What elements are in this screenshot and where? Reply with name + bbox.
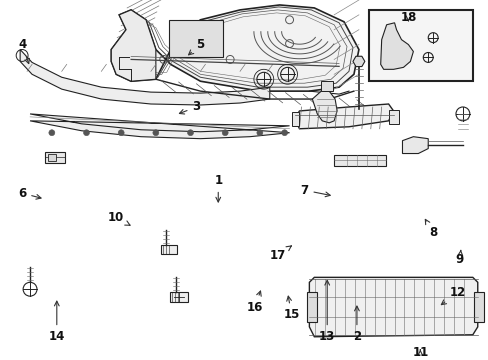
Polygon shape bbox=[312, 91, 336, 123]
Text: 16: 16 bbox=[246, 291, 263, 314]
Bar bbox=[307, 292, 317, 322]
Polygon shape bbox=[380, 23, 412, 69]
Text: 2: 2 bbox=[352, 306, 360, 343]
Bar bbox=[291, 112, 299, 126]
Polygon shape bbox=[20, 50, 269, 105]
Polygon shape bbox=[352, 56, 364, 67]
Text: 6: 6 bbox=[18, 186, 41, 200]
Polygon shape bbox=[30, 114, 289, 139]
Text: 11: 11 bbox=[411, 346, 427, 359]
Polygon shape bbox=[294, 104, 393, 129]
Text: 10: 10 bbox=[108, 211, 130, 225]
Bar bbox=[388, 110, 398, 124]
Bar bbox=[48, 153, 56, 161]
Text: 13: 13 bbox=[319, 280, 335, 343]
Polygon shape bbox=[111, 10, 156, 81]
Text: 8: 8 bbox=[425, 219, 436, 239]
Bar bbox=[321, 81, 332, 91]
Text: 17: 17 bbox=[269, 246, 291, 262]
Bar bbox=[169, 292, 187, 302]
Text: 7: 7 bbox=[300, 184, 329, 197]
Circle shape bbox=[281, 130, 287, 136]
Circle shape bbox=[153, 130, 159, 136]
Bar bbox=[161, 245, 176, 254]
Circle shape bbox=[187, 130, 193, 136]
Circle shape bbox=[118, 130, 124, 136]
Bar bbox=[368, 10, 472, 81]
Text: 18: 18 bbox=[399, 11, 416, 24]
Circle shape bbox=[49, 130, 55, 136]
Bar bbox=[473, 292, 483, 322]
Text: 9: 9 bbox=[455, 250, 463, 266]
Bar bbox=[45, 152, 64, 163]
Text: 12: 12 bbox=[441, 286, 465, 305]
Bar bbox=[333, 154, 385, 166]
Bar bbox=[168, 20, 223, 58]
Circle shape bbox=[256, 130, 262, 136]
Text: 5: 5 bbox=[188, 38, 204, 55]
Polygon shape bbox=[402, 137, 427, 153]
Text: 3: 3 bbox=[179, 100, 200, 114]
Polygon shape bbox=[309, 277, 477, 337]
Circle shape bbox=[222, 130, 228, 136]
Text: 14: 14 bbox=[48, 301, 65, 343]
Circle shape bbox=[83, 130, 89, 136]
Text: 4: 4 bbox=[18, 38, 29, 64]
Text: 15: 15 bbox=[283, 296, 299, 321]
Polygon shape bbox=[111, 5, 358, 91]
Text: 1: 1 bbox=[214, 174, 222, 202]
